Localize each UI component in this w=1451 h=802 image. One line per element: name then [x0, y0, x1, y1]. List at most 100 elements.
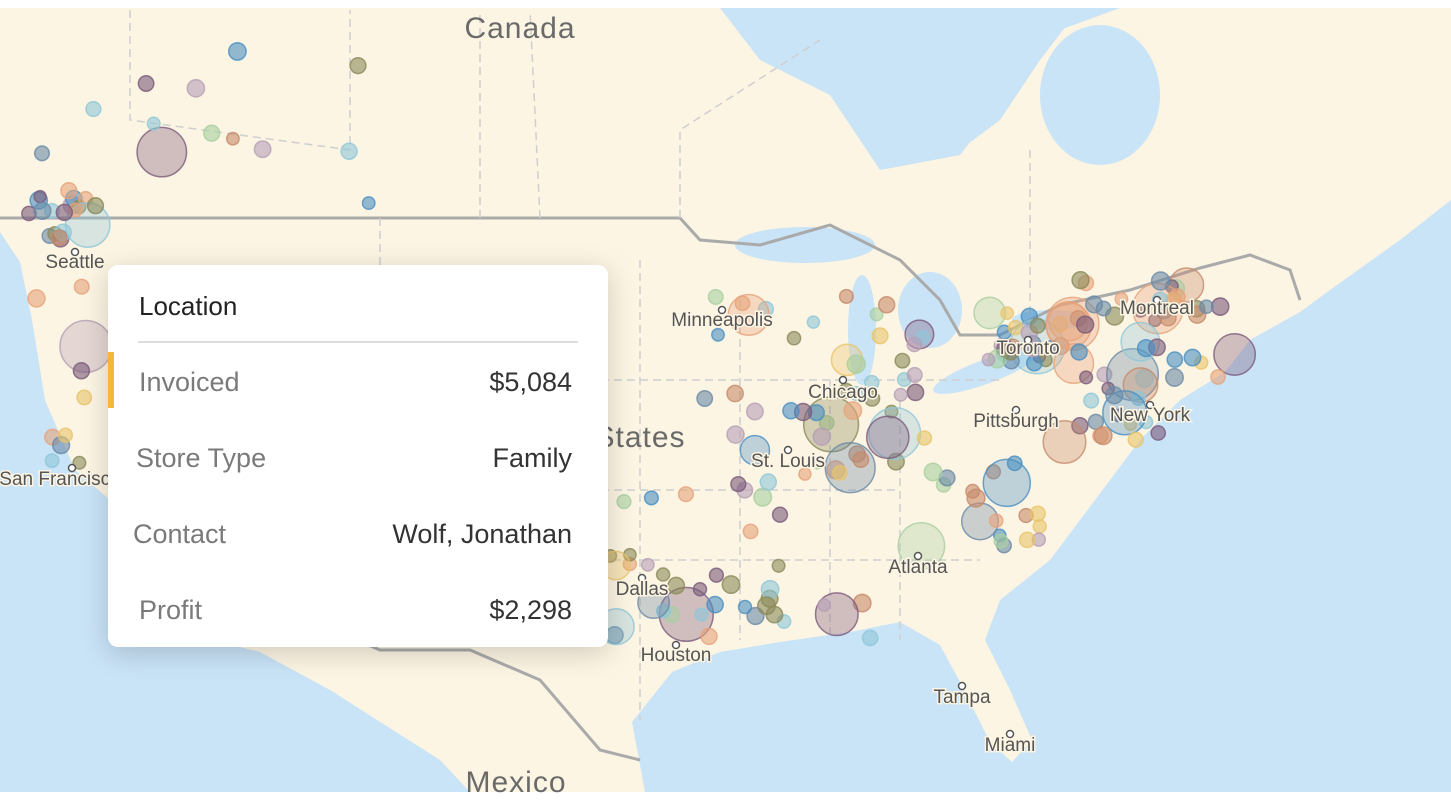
location-marker[interactable] [893, 387, 908, 402]
location-marker[interactable] [1183, 348, 1202, 367]
location-marker[interactable] [906, 383, 925, 402]
location-marker[interactable] [708, 567, 725, 583]
location-marker[interactable] [988, 513, 1004, 529]
location-marker[interactable] [734, 295, 751, 312]
location-marker[interactable] [730, 475, 747, 493]
location-marker[interactable] [812, 427, 832, 446]
location-marker[interactable] [1114, 291, 1129, 306]
location-marker[interactable] [916, 430, 933, 446]
location-marker[interactable] [1210, 369, 1226, 385]
location-marker[interactable] [737, 599, 753, 615]
location-marker[interactable] [616, 493, 632, 510]
location-marker[interactable] [877, 296, 896, 314]
location-marker[interactable] [982, 458, 1032, 508]
location-marker[interactable] [677, 486, 694, 503]
location-marker[interactable] [1051, 316, 1069, 333]
location-marker[interactable] [993, 533, 1009, 549]
location-marker[interactable] [1213, 333, 1257, 376]
location-marker[interactable] [865, 415, 910, 460]
location-marker[interactable] [1095, 300, 1112, 317]
location-marker[interactable] [871, 327, 889, 345]
location-marker[interactable] [1071, 417, 1089, 435]
location-marker[interactable] [696, 390, 714, 407]
location-marker[interactable] [742, 523, 759, 540]
location-marker[interactable] [1000, 306, 1015, 321]
location-marker[interactable] [897, 521, 946, 570]
location-marker[interactable] [739, 434, 771, 466]
location-marker[interactable] [50, 229, 68, 247]
location-marker[interactable] [923, 462, 943, 482]
location-marker[interactable] [798, 467, 812, 481]
location-marker[interactable] [44, 453, 60, 469]
location-marker[interactable] [1071, 270, 1090, 290]
location-marker[interactable] [838, 288, 854, 304]
location-marker[interactable] [810, 456, 824, 470]
location-marker[interactable] [824, 442, 876, 494]
location-marker[interactable] [726, 425, 745, 444]
location-marker[interactable] [1130, 390, 1146, 406]
location-marker[interactable] [85, 100, 102, 118]
location-marker[interactable] [1136, 339, 1156, 358]
location-marker[interactable] [721, 575, 741, 595]
location-marker[interactable] [786, 330, 802, 346]
location-marker[interactable] [782, 402, 800, 420]
location-marker[interactable] [711, 327, 725, 342]
location-marker[interactable] [667, 576, 686, 595]
location-marker[interactable] [1159, 309, 1177, 327]
location-marker[interactable] [869, 307, 884, 322]
location-marker[interactable] [852, 451, 870, 469]
location-marker[interactable] [73, 278, 90, 295]
location-marker[interactable] [707, 288, 724, 305]
location-marker[interactable] [57, 427, 74, 443]
location-marker[interactable] [817, 598, 832, 612]
location-marker[interactable] [1093, 426, 1113, 446]
location-marker[interactable] [832, 464, 849, 481]
location-marker[interactable] [906, 366, 923, 383]
location-marker[interactable] [1079, 370, 1094, 385]
location-marker[interactable] [692, 581, 708, 597]
location-marker[interactable] [1007, 319, 1024, 336]
location-marker[interactable] [33, 189, 47, 204]
location-marker[interactable] [745, 402, 764, 421]
location-marker[interactable] [771, 558, 786, 573]
location-marker[interactable] [640, 557, 655, 572]
location-marker[interactable] [1029, 317, 1046, 334]
location-marker[interactable] [203, 124, 221, 142]
location-marker[interactable] [806, 315, 821, 329]
location-marker[interactable] [1166, 351, 1184, 368]
location-marker[interactable] [137, 75, 155, 92]
location-marker[interactable] [771, 506, 789, 523]
location-marker[interactable] [72, 455, 87, 470]
location-marker[interactable] [1105, 386, 1124, 405]
location-marker[interactable] [361, 196, 376, 211]
location-marker[interactable] [863, 390, 881, 407]
location-marker[interactable] [27, 289, 46, 308]
location-marker[interactable] [1150, 271, 1171, 291]
location-marker[interactable] [1032, 519, 1047, 534]
location-marker[interactable] [757, 596, 776, 616]
location-marker[interactable] [1042, 419, 1087, 465]
location-marker[interactable] [86, 197, 105, 215]
location-marker[interactable] [227, 41, 247, 61]
location-marker[interactable] [1029, 505, 1046, 522]
location-marker[interactable] [864, 374, 880, 391]
location-marker[interactable] [1127, 431, 1144, 448]
location-marker[interactable] [753, 487, 773, 507]
location-marker[interactable] [76, 389, 93, 406]
location-marker[interactable] [1096, 366, 1113, 383]
location-marker[interactable] [1210, 297, 1230, 316]
location-marker[interactable] [146, 116, 161, 131]
location-marker[interactable] [760, 579, 780, 599]
location-marker[interactable] [1112, 408, 1127, 423]
location-marker[interactable] [759, 473, 778, 491]
location-marker[interactable] [253, 140, 272, 159]
location-marker[interactable] [1132, 302, 1149, 318]
location-marker[interactable] [894, 352, 911, 369]
location-marker[interactable] [136, 126, 188, 178]
location-marker[interactable] [340, 142, 358, 161]
location-marker[interactable] [1018, 531, 1036, 549]
location-marker[interactable] [838, 382, 855, 400]
location-marker[interactable] [33, 145, 51, 162]
location-marker[interactable] [1150, 425, 1167, 441]
